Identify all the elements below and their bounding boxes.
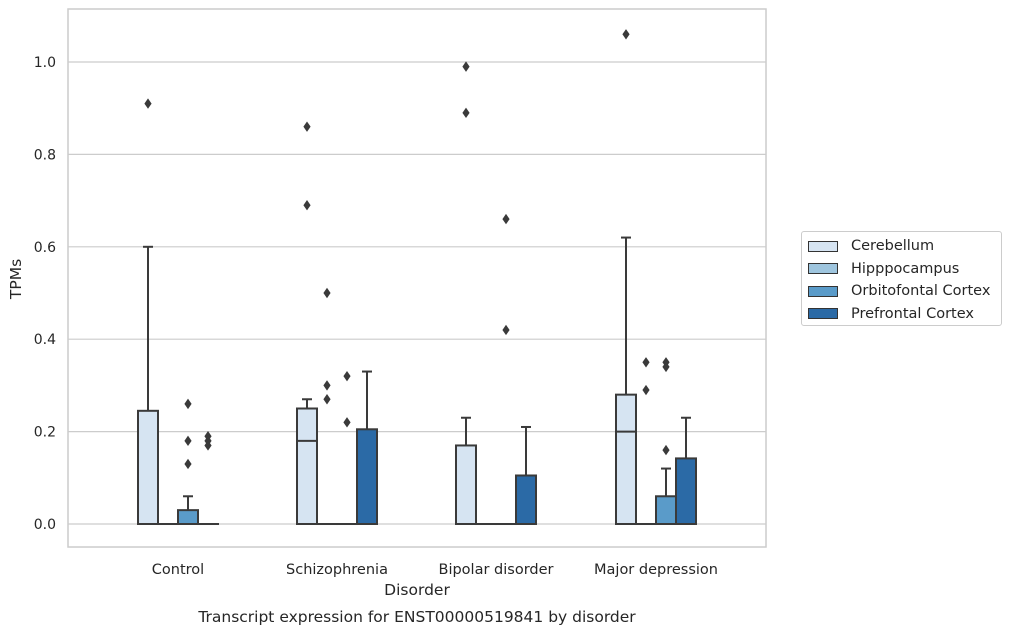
x-tick-label: Bipolar disorder [439,562,554,578]
box-body [655,495,677,525]
outlier-point [662,361,670,373]
y-axis-label: TPMs [7,259,25,300]
legend-item: Orbitofontal Cortex [808,280,1001,303]
outlier-point [204,440,212,451]
y-tick-label: 0.4 [34,332,56,348]
box-orbitofontal-cortex [655,467,677,525]
box-orbitofontal-cortex [177,495,199,526]
box-cerebellum [296,398,318,525]
box-prefrontal-cortex [675,416,697,525]
plot-frame [67,8,767,548]
legend-label: Cerebellum [851,238,935,255]
outlier-point [343,417,351,428]
chart-title: Transcript expression for ENST0000051984… [197,608,636,626]
outlier-point [343,370,351,382]
legend-swatch [808,240,838,252]
y-tick-label: 0.6 [34,240,56,256]
boxes [137,236,697,526]
outlier-point [323,287,331,299]
box-prefrontal-cortex [356,370,378,526]
y-tick-label: 0.0 [34,517,56,533]
outlier-point [144,98,152,109]
box-body [296,407,318,525]
outlier-point [502,324,510,336]
outlier-point [462,61,470,72]
legend-label: Hipppocampus [851,260,960,277]
x-tick-label: Major depression [594,562,718,578]
box-body [615,393,637,526]
box-cerebellum [137,245,159,525]
y-tick-labels: 0.0 0.2 0.4 0.6 0.8 1.0 [34,55,56,533]
box-body [455,444,477,525]
outlier-point [622,29,630,40]
y-tick-label: 0.2 [34,425,56,441]
x-tick-labels: Control Schizophrenia Bipolar disorder Majo… [152,562,718,578]
x-tick-label: Schizophrenia [286,562,388,578]
legend-item: Cerebellum [808,235,1001,258]
box-body [177,509,199,526]
outlier-point [502,213,510,225]
outlier-point [303,200,311,211]
legend-swatch [808,263,838,275]
gridlines [68,61,766,525]
outlier-point [184,458,192,470]
outlier-point [642,384,650,396]
legend-item: Hipppocampus [808,258,1001,281]
outlier-point [462,107,470,119]
legend: Cerebellum Hipppocampus Orbitofontal Corte… [801,231,1002,326]
x-axis-label: Disorder [384,581,450,599]
outliers [144,29,670,470]
legend-swatch [808,285,838,297]
legend-item: Prefrontal Cortex [808,303,1001,326]
outlier-point [184,398,192,410]
outlier-point [662,444,670,456]
outlier-point [323,380,331,391]
outlier-point [303,121,311,132]
box-body [137,409,159,525]
box-cerebellum [615,236,637,526]
legend-label: Orbitofontal Cortex [851,283,991,300]
outlier-point [184,435,192,447]
legend-label: Prefrontal Cortex [851,305,974,322]
box-body [515,474,537,525]
outlier-point [323,394,331,405]
box-prefrontal-cortex [515,425,537,525]
x-tick-label: Control [152,562,204,578]
box-body [356,428,378,526]
legend-swatch [808,308,838,320]
y-tick-label: 0.8 [34,147,56,163]
box-cerebellum [455,416,477,525]
y-tick-label: 1.0 [34,55,56,71]
box-body [675,457,697,525]
outlier-point [642,357,650,368]
